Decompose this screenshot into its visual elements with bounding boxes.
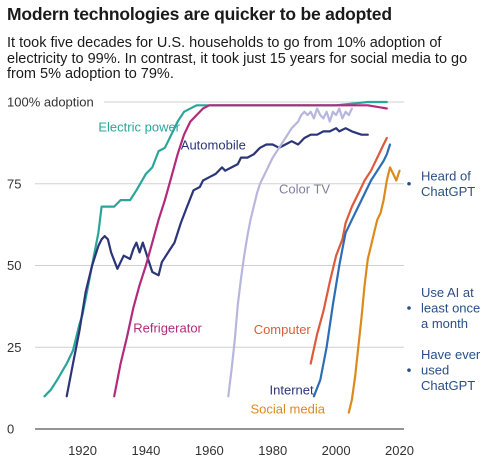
annotation-text-2-0: Have ever — [421, 347, 481, 362]
y-axis: 0 25 50 75 100% adoption — [7, 95, 94, 437]
annotation-text-2-2: ChatGPT — [421, 378, 475, 393]
annotation-text-0-0: Heard of — [421, 169, 471, 184]
x-tick-label-1960: 1960 — [195, 443, 224, 458]
series-line-computer — [309, 136, 388, 365]
annotation-marker-2 — [407, 368, 411, 372]
series-label-electric-power: Electric power — [98, 119, 180, 134]
series-line-electric-power — [43, 100, 388, 398]
series-line-internet — [312, 143, 392, 398]
series-line-color-tv — [227, 107, 353, 398]
x-tick-label-2000: 2000 — [322, 443, 351, 458]
series-label-computer: Computer — [254, 322, 312, 337]
x-tick-label-1940: 1940 — [131, 443, 160, 458]
series-label-automobile: Automobile — [181, 137, 246, 152]
series-label-refrigerator: Refrigerator — [133, 321, 202, 336]
y-tick-label-0: 0 — [7, 422, 14, 437]
chart-subtitle: It took five decades for U.S. households… — [7, 35, 468, 82]
grid-lines — [35, 101, 404, 430]
chart-title: Modern technologies are quicker to be ad… — [7, 4, 392, 24]
y-tick-label-100: 100% adoption — [7, 95, 94, 110]
series-line-social-media — [347, 166, 401, 414]
x-tick-label-2020: 2020 — [385, 443, 414, 458]
annotation-text-2-1: used — [421, 363, 449, 378]
series-label-internet: Internet — [270, 383, 314, 398]
annotation-text-0-1: ChatGPT — [421, 184, 475, 199]
y-tick-label-75: 75 — [7, 176, 21, 191]
y-tick-label-50: 50 — [7, 258, 21, 273]
series-line-automobile — [65, 127, 369, 398]
annotation-text-1-1: least once — [421, 301, 480, 316]
annotation-text-1-2: a month — [421, 316, 468, 331]
series-lines — [43, 100, 401, 414]
annotation-text-1-0: Use AI at — [421, 285, 474, 300]
x-tick-label-1920: 1920 — [68, 443, 97, 458]
x-tick-label-1980: 1980 — [258, 443, 287, 458]
x-axis: 1920 1940 1960 1980 2000 2020 — [68, 443, 414, 458]
annotation-marker-0 — [407, 181, 411, 186]
series-label-color-tv: Color TV — [279, 182, 330, 197]
series-line-refrigerator — [113, 104, 388, 398]
annotation-marker-1 — [407, 306, 411, 310]
y-tick-label-25: 25 — [7, 340, 21, 355]
series-label-social-media: Social media — [251, 401, 326, 416]
